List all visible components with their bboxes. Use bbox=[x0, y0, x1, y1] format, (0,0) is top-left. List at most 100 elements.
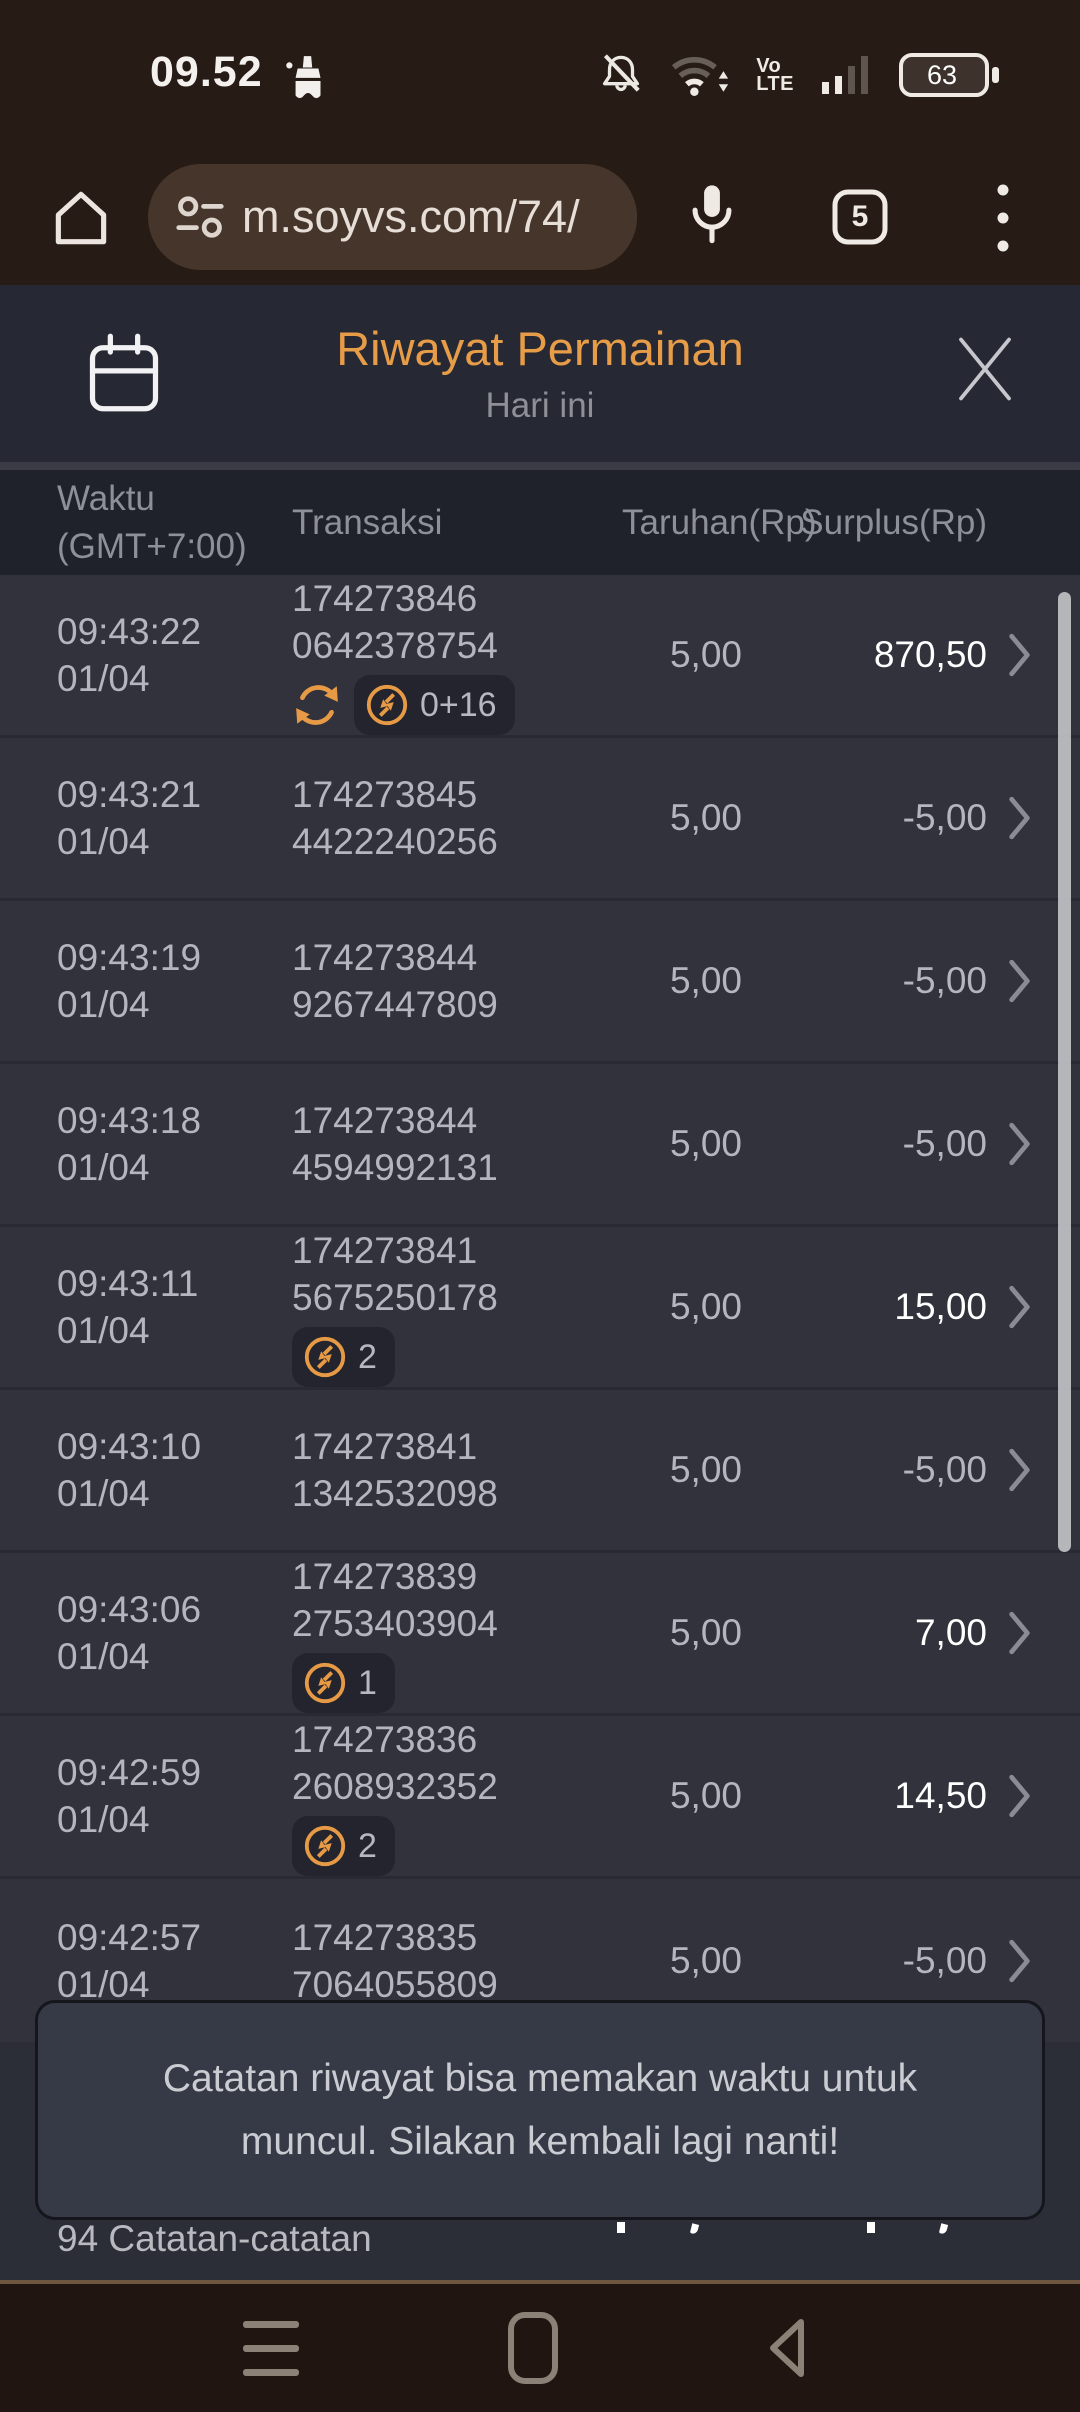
browser-toolbar: m.soyvs.com/74/ 5 bbox=[0, 150, 1080, 285]
row-transaction: 174273846 0642378754 0+16 bbox=[292, 575, 622, 735]
chevron-right-icon[interactable] bbox=[987, 1773, 1052, 1819]
url-text[interactable]: m.soyvs.com/74/ bbox=[242, 191, 580, 242]
row-bet: 5,00 bbox=[669, 1123, 742, 1164]
chevron-right-icon[interactable] bbox=[987, 1938, 1052, 1984]
toast-message: Catatan riwayat bisa memakan waktu untuk… bbox=[35, 2000, 1045, 2220]
chevron-right-icon[interactable] bbox=[987, 795, 1052, 841]
battery-indicator: 63 bbox=[898, 51, 1002, 99]
row-time: 09:43:18 01/04 bbox=[57, 1100, 202, 1188]
row-bet: 5,00 bbox=[669, 634, 742, 675]
signal-strength-icon bbox=[820, 50, 872, 101]
table-row[interactable]: 09:43:21 01/04 174273845 4422240256 5,00 -… bbox=[0, 738, 1080, 901]
chevron-right-icon[interactable] bbox=[987, 632, 1052, 678]
recents-icon bbox=[243, 2320, 299, 2376]
row-bet: 5,00 bbox=[669, 1939, 742, 1981]
col-header-transaction: Transaksi bbox=[292, 502, 443, 542]
voice-search-icon[interactable] bbox=[686, 182, 738, 257]
row-badges: 0+16 bbox=[292, 675, 622, 735]
col-header-bet: Taruhan(Rp) bbox=[622, 502, 817, 542]
clipped-text-fragment bbox=[689, 2223, 700, 2235]
clipped-text-fragment bbox=[938, 2223, 949, 2235]
nav-back-button[interactable] bbox=[730, 2284, 850, 2412]
status-icons: Vo LTE 63 bbox=[598, 0, 1002, 150]
scrollbar-thumb[interactable] bbox=[1058, 592, 1071, 1552]
row-time: 09:43:19 01/04 bbox=[57, 937, 202, 1025]
browser-home-button[interactable] bbox=[46, 182, 116, 257]
table-row[interactable]: 09:42:59 01/04 174273836 2608932352 2 5,00… bbox=[0, 1716, 1080, 1879]
badge-pill: 0+16 bbox=[354, 675, 515, 735]
row-transaction: 174273839 2753403904 1 bbox=[292, 1553, 622, 1713]
nav-recents-button[interactable] bbox=[211, 2284, 331, 2412]
tab-count: 5 bbox=[851, 200, 869, 233]
collect-icon bbox=[304, 1336, 346, 1378]
home-icon bbox=[508, 2312, 558, 2384]
clipped-text-fragment bbox=[867, 2222, 875, 2233]
row-transaction: 174273841 5675250178 2 bbox=[292, 1227, 622, 1387]
row-time: 09:43:10 01/04 bbox=[57, 1426, 202, 1514]
row-surplus: -5,00 bbox=[902, 1123, 987, 1164]
chevron-right-icon[interactable] bbox=[987, 1284, 1052, 1330]
table-body: 09:43:22 01/04 174273846 0642378754 0+16 5… bbox=[0, 575, 1080, 2042]
page-title: Riwayat Permainan bbox=[336, 322, 744, 375]
records-count: 94 Catatan-catatan bbox=[57, 2218, 372, 2259]
badge-pill: 2 bbox=[292, 1816, 395, 1876]
row-transaction: 174273845 4422240256 bbox=[292, 774, 498, 862]
collect-icon bbox=[304, 1662, 346, 1704]
row-bet: 5,00 bbox=[669, 1775, 742, 1816]
cleaner-brush-icon bbox=[282, 54, 332, 113]
collect-icon bbox=[366, 684, 408, 726]
notifications-off-icon bbox=[598, 50, 644, 101]
row-transaction: 174273836 2608932352 2 bbox=[292, 1716, 622, 1876]
chevron-right-icon[interactable] bbox=[987, 1447, 1052, 1493]
row-time: 09:43:06 01/04 bbox=[57, 1589, 202, 1677]
toast-text: Catatan riwayat bisa memakan waktu untuk… bbox=[162, 2057, 918, 2163]
page-header: Riwayat Permainan Hari ini bbox=[0, 285, 1080, 462]
table-row[interactable]: 09:43:11 01/04 174273841 5675250178 2 5,00… bbox=[0, 1227, 1080, 1390]
col-header-time: Waktu (GMT+7:00) bbox=[57, 478, 247, 566]
browser-menu-icon[interactable] bbox=[990, 180, 1016, 261]
table-row[interactable]: 09:43:18 01/04 174273844 4594992131 5,00 -… bbox=[0, 1064, 1080, 1227]
volte-indicator: Vo LTE bbox=[756, 55, 794, 95]
calendar-icon[interactable] bbox=[86, 331, 162, 420]
wifi-icon bbox=[670, 48, 730, 103]
nav-home-button[interactable] bbox=[473, 2284, 593, 2412]
row-surplus: -5,00 bbox=[902, 1449, 987, 1490]
row-bet: 5,00 bbox=[669, 1449, 742, 1490]
chevron-right-icon[interactable] bbox=[987, 958, 1052, 1004]
url-fade bbox=[577, 164, 637, 270]
tab-switcher-button[interactable]: 5 bbox=[830, 186, 890, 248]
row-time: 09:43:22 01/04 bbox=[57, 611, 202, 699]
row-bet: 5,00 bbox=[669, 1612, 742, 1653]
header-divider bbox=[0, 462, 1080, 470]
table-row[interactable]: 09:43:19 01/04 174273844 9267447809 5,00 -… bbox=[0, 901, 1080, 1064]
chevron-right-icon[interactable] bbox=[987, 1121, 1052, 1167]
clipped-text-fragment bbox=[617, 2222, 625, 2233]
close-icon[interactable] bbox=[952, 333, 1018, 410]
row-surplus: -5,00 bbox=[902, 960, 987, 1001]
row-surplus: 14,50 bbox=[894, 1775, 987, 1816]
row-time: 09:42:57 01/04 bbox=[57, 1916, 202, 2005]
url-bar[interactable]: m.soyvs.com/74/ bbox=[148, 164, 637, 270]
row-surplus: 870,50 bbox=[873, 634, 987, 675]
row-time: 09:43:21 01/04 bbox=[57, 774, 202, 862]
row-transaction: 174273841 1342532098 bbox=[292, 1426, 498, 1514]
page-subtitle: Hari ini bbox=[485, 386, 595, 425]
collect-icon bbox=[304, 1825, 346, 1867]
badge-pill: 1 bbox=[292, 1653, 395, 1713]
table-row[interactable]: 09:43:10 01/04 174273841 1342532098 5,00 -… bbox=[0, 1390, 1080, 1553]
table-row[interactable]: 09:43:06 01/04 174273839 2753403904 1 5,00… bbox=[0, 1553, 1080, 1716]
table-row[interactable]: 09:43:22 01/04 174273846 0642378754 0+16 5… bbox=[0, 575, 1080, 738]
row-surplus: -5,00 bbox=[902, 797, 987, 838]
row-transaction: 174273844 9267447809 bbox=[292, 937, 498, 1025]
status-bar: 09.52 bbox=[0, 0, 1080, 150]
battery-percent: 63 bbox=[926, 59, 958, 90]
row-time: 09:43:11 01/04 bbox=[57, 1263, 199, 1351]
site-settings-icon[interactable] bbox=[174, 191, 226, 243]
row-surplus: -5,00 bbox=[902, 1939, 987, 1981]
row-surplus: 15,00 bbox=[894, 1286, 987, 1327]
row-time: 09:42:59 01/04 bbox=[57, 1752, 202, 1840]
badge-pill: 2 bbox=[292, 1327, 395, 1387]
chevron-right-icon[interactable] bbox=[987, 1610, 1052, 1656]
row-bet: 5,00 bbox=[669, 960, 742, 1001]
